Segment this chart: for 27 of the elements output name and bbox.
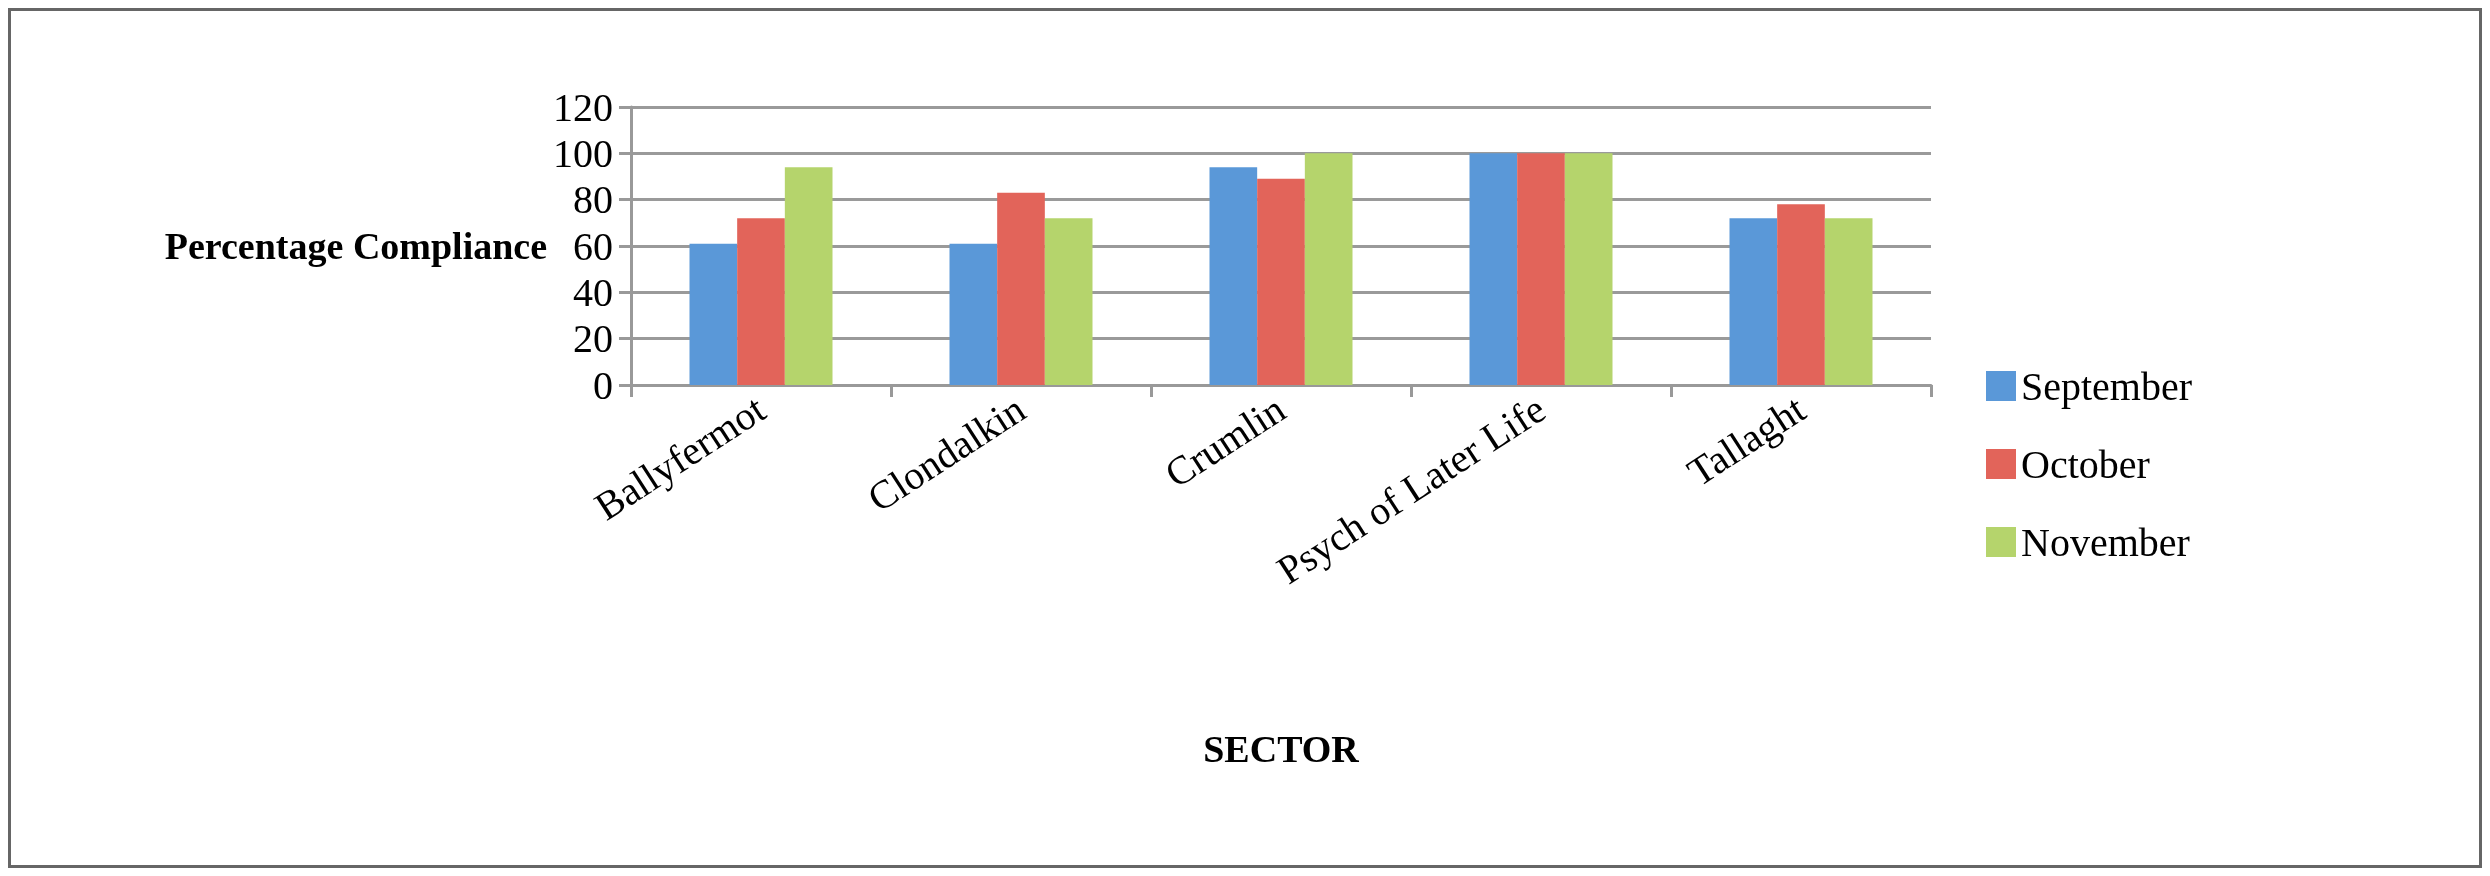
y-axis-title: Percentage Compliance [164,225,548,267]
bar [689,243,738,385]
bar [1044,218,1093,385]
y-tick-label: 20 [573,316,613,362]
bar [1517,153,1565,385]
bar [1257,178,1305,385]
bar [1729,218,1778,385]
y-tick-label: 60 [573,223,613,269]
legend-label: October [2021,441,2150,487]
y-tick-label: 40 [573,269,613,315]
bar [1564,153,1613,385]
y-tick-label: 100 [553,130,613,176]
bar [949,243,998,385]
bar [1209,167,1258,385]
bar [1304,153,1353,385]
bar [784,167,833,385]
legend-label: November [2021,519,2190,565]
bar [1777,204,1825,385]
bar [737,218,785,385]
y-tick-label: 120 [553,84,613,130]
y-tick-label: 0 [593,362,613,408]
legend-label: September [2021,363,2193,409]
y-tick-label: 80 [573,177,613,223]
bar [1824,218,1873,385]
bar [997,192,1045,385]
x-axis-title: SECTOR [1203,728,1360,770]
bar [1469,153,1518,385]
